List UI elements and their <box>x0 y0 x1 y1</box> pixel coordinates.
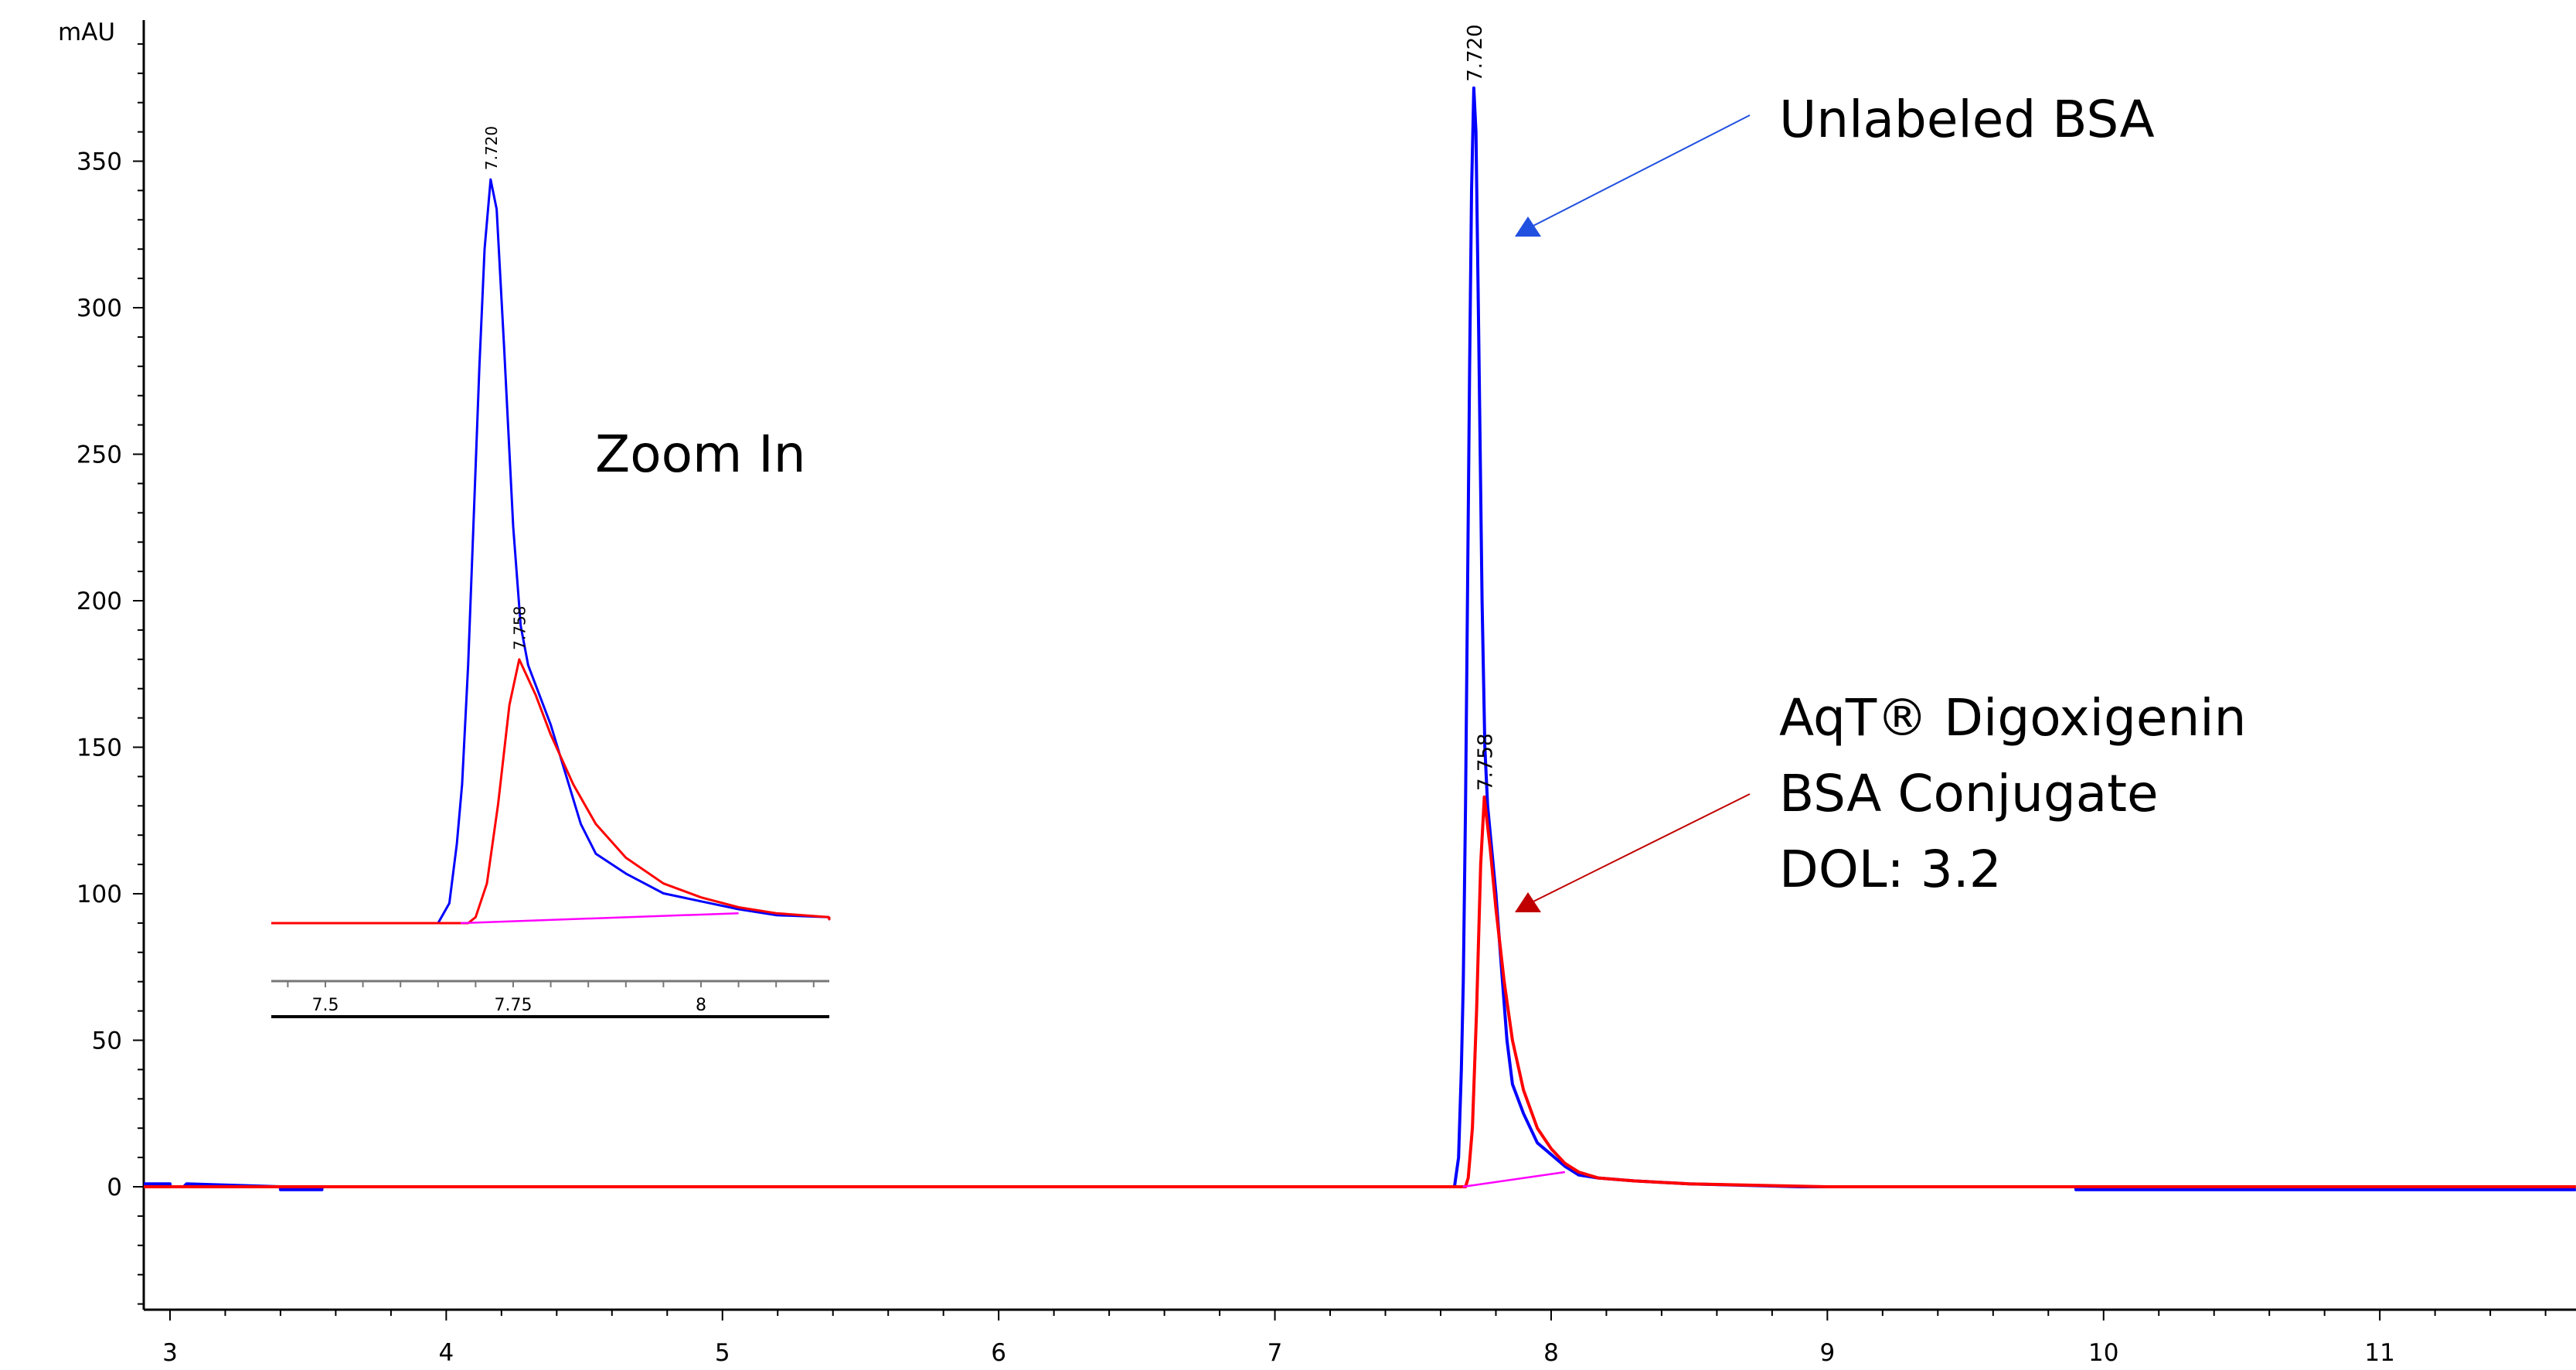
inset-x-tick-label: 7.75 <box>494 996 532 1015</box>
x-tick-label: 3 <box>162 1339 178 1367</box>
y-tick-label: 100 <box>77 881 122 908</box>
annotation-text: Unlabeled BSA <box>1779 90 2155 149</box>
y-tick-label: 250 <box>77 441 122 469</box>
inset-baseline-trace <box>460 912 739 925</box>
conjugate-trace <box>144 795 2576 1188</box>
annotations: Unlabeled BSA AqT® Digoxigenin BSA Conjuga… <box>1515 90 2246 912</box>
x-tick-label: 10 <box>2088 1339 2118 1367</box>
y-tick-label: 0 <box>107 1174 122 1201</box>
inset-x-tick-label: 7.5 <box>311 996 339 1015</box>
inset-title: Zoom In <box>595 424 806 484</box>
inset-peak-label: 7.758 <box>511 606 529 650</box>
arrowhead-icon <box>1515 892 1541 912</box>
annotation-arrow-line <box>1530 114 1751 228</box>
main-plot: mAU 0 50 100 150 200 250 300 350 3 4 5 6 7 8 9 10 11 7.720… <box>58 19 2576 1367</box>
annotation-arrow-line <box>1530 793 1751 904</box>
x-tick-label: 4 <box>438 1339 454 1367</box>
inset-unlabeled-bsa-trace <box>271 178 831 925</box>
inset-x-tick-label: 8 <box>696 996 706 1015</box>
arrowhead-icon <box>1515 216 1541 237</box>
x-tick-label: 9 <box>1819 1339 1835 1367</box>
peak-label: 7.758 <box>1474 733 1497 790</box>
y-axis-label: mAU <box>58 19 115 46</box>
y-tick-label: 350 <box>77 148 122 176</box>
annotation-text: DOL: 3.2 <box>1779 840 2002 899</box>
unlabeled-bsa-trace <box>144 86 2576 1191</box>
x-tick-label: 11 <box>2364 1339 2394 1367</box>
annotation-text: AqT® Digoxigenin <box>1779 688 2246 748</box>
y-tick-label: 300 <box>77 295 122 322</box>
x-tick-label: 5 <box>715 1339 730 1367</box>
x-tick-label: 6 <box>991 1339 1006 1367</box>
annotation-text: BSA Conjugate <box>1779 764 2159 823</box>
inset-conjugate-trace <box>271 658 831 925</box>
y-tick-label: 200 <box>77 588 122 615</box>
y-tick-label: 50 <box>92 1028 122 1055</box>
x-tick-label: 7 <box>1268 1339 1283 1367</box>
y-tick-label: 150 <box>77 734 122 762</box>
baseline-trace <box>1462 1171 1565 1188</box>
peak-label: 7.720 <box>1464 24 1487 81</box>
inset-peak-label: 7.720 <box>482 126 501 170</box>
x-tick-label: 8 <box>1543 1339 1559 1367</box>
